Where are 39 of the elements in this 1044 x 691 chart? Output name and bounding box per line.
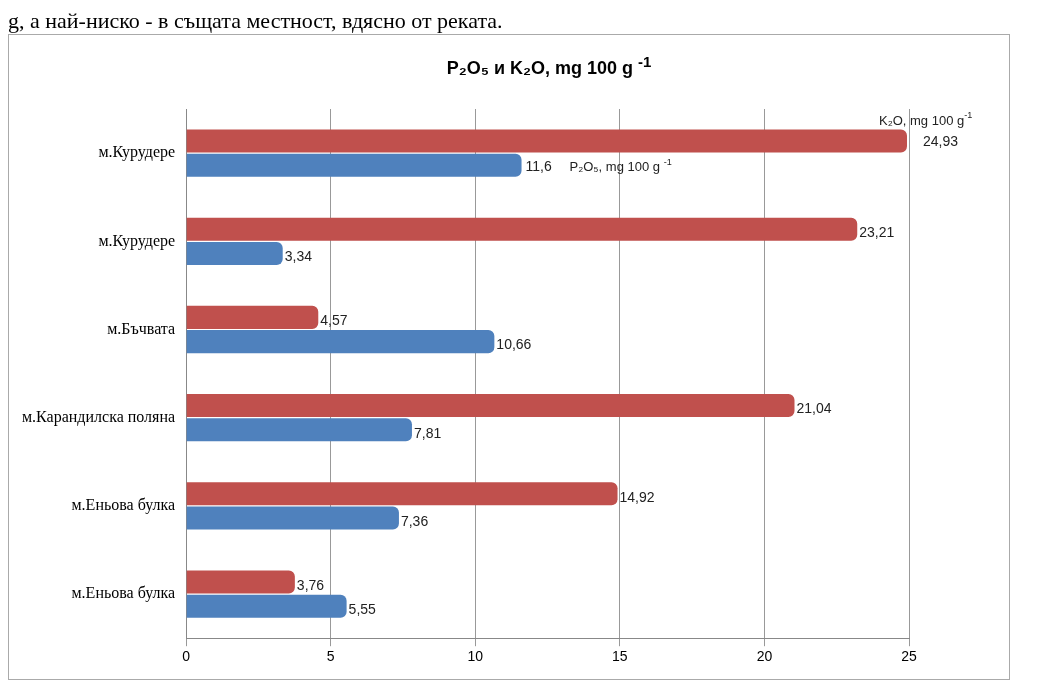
bar: [186, 217, 858, 241]
text: g, а най-ниско - в същата местност, вдясно от реката.: [8, 8, 504, 34]
y-tick-label: м.Курудере: [98, 143, 176, 162]
data-label: 3,76: [296, 576, 325, 593]
bar: [186, 129, 907, 153]
data-label: 23,21: [859, 224, 895, 241]
data-label: 10,66: [496, 336, 532, 353]
data-label: 3,34: [284, 248, 313, 265]
bar: [186, 394, 795, 418]
y-tick-label: м.Еньова булка: [71, 496, 176, 515]
bar: [186, 330, 495, 354]
y-tick-label: м.Бъчвата: [107, 319, 176, 337]
x-tick-label: 20: [756, 648, 773, 665]
x-tick-label: 0: [182, 648, 191, 665]
bar: [186, 506, 399, 530]
x-tick-label: 25: [901, 648, 917, 665]
data-label: 7,36: [400, 512, 429, 529]
data-label: 4,57: [320, 312, 348, 329]
data-label: 11,6: [525, 158, 552, 175]
bar: [186, 418, 412, 442]
y-tick-label: м.Курудере: [98, 231, 176, 250]
bar: [186, 241, 283, 265]
text: P₂O₅, mg 100 g -1: [569, 156, 672, 174]
data-label: 24,93: [922, 132, 959, 149]
data-label: 21,04: [796, 400, 832, 417]
x-tick-label: 15: [612, 648, 628, 665]
bar: [186, 594, 347, 618]
data-label: 7,81: [413, 424, 442, 441]
chart-title: P₂O₅ и K₂O, mg 100 g $^{-1}$: [445, 53, 653, 79]
data-label: 5,55: [348, 601, 377, 618]
y-tick-label: м.Карандилска поляна: [21, 407, 176, 426]
data-label: 14,92: [619, 488, 655, 505]
x-tick-label: 5: [326, 648, 335, 665]
bar: [186, 482, 618, 506]
bar: [186, 570, 295, 594]
y-tick-label: м.Еньова булка: [71, 584, 176, 603]
bar: [186, 153, 522, 177]
bar: [186, 305, 319, 329]
x-tick-label: 10: [467, 648, 484, 665]
